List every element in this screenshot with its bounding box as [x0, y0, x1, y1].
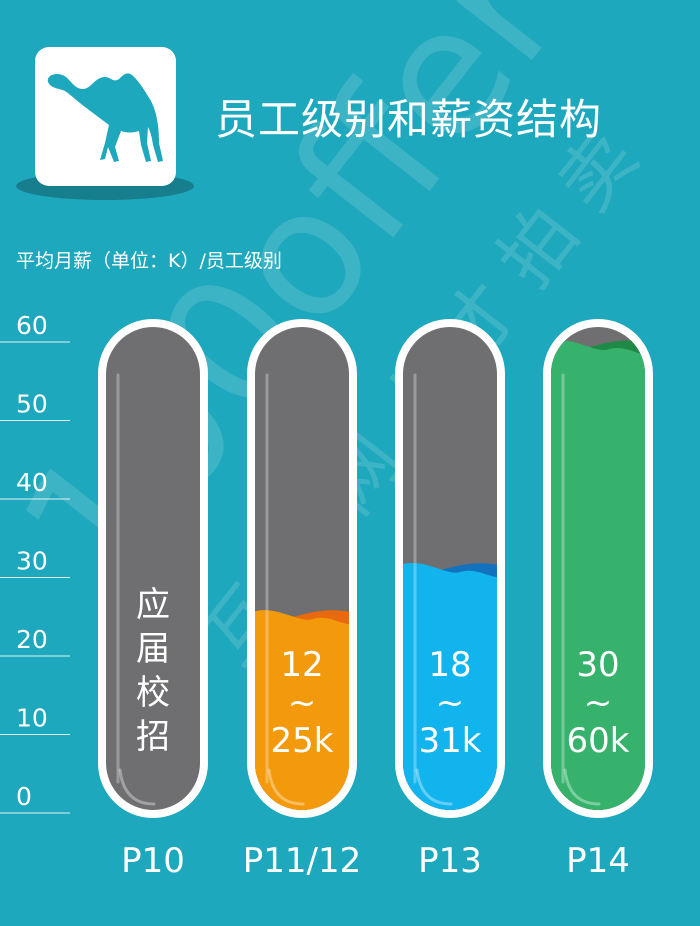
- tube-label-bottom: 25k: [271, 721, 334, 761]
- category-label: P11/12: [243, 841, 362, 881]
- fill-wave-front: [551, 340, 645, 810]
- tube-label-char: 应: [136, 585, 170, 625]
- page-title: 员工级别和薪资结构: [215, 95, 603, 144]
- category-label: P13: [418, 841, 482, 881]
- y-tick-label: 10: [16, 704, 48, 733]
- tube-label-sep: ~: [436, 683, 465, 723]
- tube-label-bottom: 60k: [567, 721, 630, 761]
- tube-highlight-bottom: [267, 768, 305, 806]
- tube-label-char: 校: [136, 673, 170, 713]
- tube-fill: [403, 563, 497, 810]
- tube-p13: 18~31k: [395, 319, 505, 818]
- tube-label-sep: ~: [288, 683, 317, 723]
- tube-label-top: 30: [576, 645, 619, 685]
- tube-highlight-bottom: [563, 768, 601, 806]
- category-label: P14: [566, 841, 630, 881]
- y-axis: 0 10 20 30 40 50 60: [0, 311, 70, 814]
- tube-fill: [255, 610, 349, 810]
- logo: [35, 47, 176, 186]
- camel-icon: [47, 73, 163, 162]
- y-tick-label: 20: [16, 625, 48, 654]
- tube-p14: 30~60k: [543, 319, 653, 818]
- tube-label-bottom: 31k: [419, 721, 482, 761]
- tube-fill: [551, 340, 645, 810]
- unit-label: 平均月薪（单位：K）/员工级别: [16, 250, 282, 272]
- y-tick-label: 30: [16, 547, 48, 576]
- tube-empty: [106, 327, 200, 810]
- tube-label-sep: ~: [584, 683, 613, 723]
- x-axis: P10 P11/12 P13 P14: [121, 841, 630, 881]
- tube-label-top: 12: [280, 645, 323, 685]
- tube-label-top: 18: [428, 645, 471, 685]
- y-tick-label: 60: [16, 311, 48, 340]
- category-label: P10: [121, 841, 185, 881]
- tube-highlight-bottom: [118, 768, 156, 806]
- y-tick-label: 40: [16, 468, 48, 497]
- y-tick-label: 0: [16, 782, 32, 811]
- tube-p11-12: 12~25k: [247, 319, 357, 818]
- fill-wave-front: [403, 563, 497, 810]
- fill-wave-front: [255, 610, 349, 810]
- y-tick-label: 50: [16, 390, 48, 419]
- tube-highlight-bottom: [415, 768, 453, 806]
- tube-label-char: 招: [136, 717, 170, 757]
- tube-label-char: 届: [136, 629, 170, 669]
